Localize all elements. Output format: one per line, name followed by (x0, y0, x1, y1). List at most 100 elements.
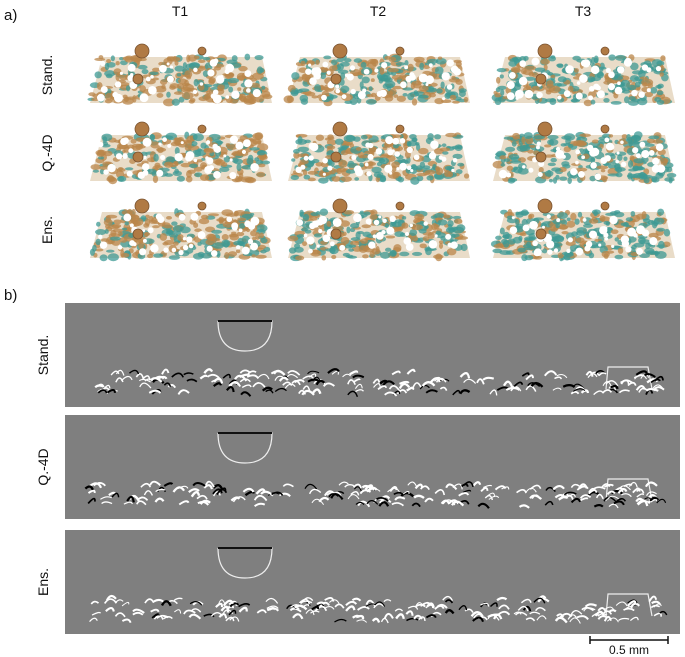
speckle (615, 172, 623, 178)
speckle (193, 78, 199, 87)
void (428, 152, 437, 160)
void (120, 137, 128, 146)
artifact (271, 491, 284, 496)
speckle (511, 140, 517, 147)
artifact (177, 389, 190, 395)
speckle (659, 71, 664, 77)
void (169, 65, 174, 69)
speckle (203, 147, 214, 152)
artifact (636, 488, 645, 494)
speckle (336, 167, 347, 173)
speckle (348, 244, 357, 248)
artifact (111, 492, 120, 498)
artifact (576, 615, 589, 621)
artifact (648, 595, 658, 603)
artifact (238, 606, 248, 613)
void (182, 237, 187, 241)
artifact (347, 379, 356, 386)
void (385, 136, 394, 145)
speckle (568, 144, 574, 148)
speckle (156, 92, 164, 98)
speckle (438, 242, 444, 249)
speckle (323, 55, 332, 60)
speckle (348, 248, 355, 252)
sphere (332, 198, 348, 214)
artifact (567, 614, 577, 620)
artifact (383, 612, 394, 619)
speckle (549, 97, 557, 106)
artifact (199, 499, 211, 505)
void (142, 163, 150, 171)
speckle (172, 225, 183, 233)
speckle (544, 154, 554, 158)
void (602, 226, 608, 231)
artifact (278, 492, 291, 498)
speckle (257, 150, 266, 156)
speckle (544, 144, 552, 148)
sphere (395, 201, 405, 211)
speckle (151, 171, 157, 177)
speckle (320, 161, 329, 168)
sphere (132, 228, 144, 240)
artifact (627, 599, 638, 604)
artifact (473, 613, 484, 619)
speckle (440, 99, 452, 103)
artifact (256, 609, 267, 614)
void (620, 140, 624, 145)
artifact (355, 389, 364, 393)
speckle (654, 96, 662, 103)
speckle (563, 255, 571, 261)
void (616, 151, 620, 155)
artifact (199, 374, 208, 380)
speckle (340, 85, 350, 93)
void (556, 218, 561, 223)
speckle (550, 228, 558, 232)
void (508, 71, 516, 79)
speckle (614, 254, 624, 260)
speckle (369, 214, 378, 220)
speckle (396, 95, 407, 102)
speckle (176, 175, 185, 182)
speckle (208, 78, 215, 85)
speckle (657, 208, 665, 216)
speckle (434, 98, 444, 105)
artifact (633, 374, 645, 379)
rendering (492, 121, 677, 185)
row-label: Q.-4D (35, 448, 51, 485)
speckle (105, 249, 115, 253)
artifact (183, 609, 196, 615)
artifact (89, 617, 98, 623)
artifact (620, 379, 634, 385)
artifact (148, 389, 162, 394)
void (381, 62, 388, 69)
speckle (655, 84, 662, 89)
void (391, 149, 395, 153)
speckle (173, 241, 179, 246)
void (582, 218, 587, 222)
artifact (376, 496, 389, 502)
artifact (327, 368, 340, 374)
void (197, 231, 206, 240)
artifact (554, 376, 562, 380)
speckle (361, 76, 370, 84)
void (430, 140, 439, 149)
void (524, 89, 534, 99)
artifact (366, 500, 379, 505)
speckle (106, 59, 112, 64)
void (252, 89, 261, 98)
speckle (515, 211, 524, 218)
speckle (246, 157, 254, 165)
sphere (395, 46, 405, 56)
artifact (150, 608, 160, 613)
speckle (122, 97, 134, 105)
speckle (574, 218, 580, 225)
artifact (173, 597, 183, 601)
speckle (219, 166, 230, 172)
void (229, 158, 233, 162)
void (611, 244, 615, 248)
speckle (163, 239, 175, 246)
artifact (480, 602, 490, 607)
artifact (432, 376, 442, 381)
void (250, 162, 259, 172)
void (193, 158, 198, 163)
